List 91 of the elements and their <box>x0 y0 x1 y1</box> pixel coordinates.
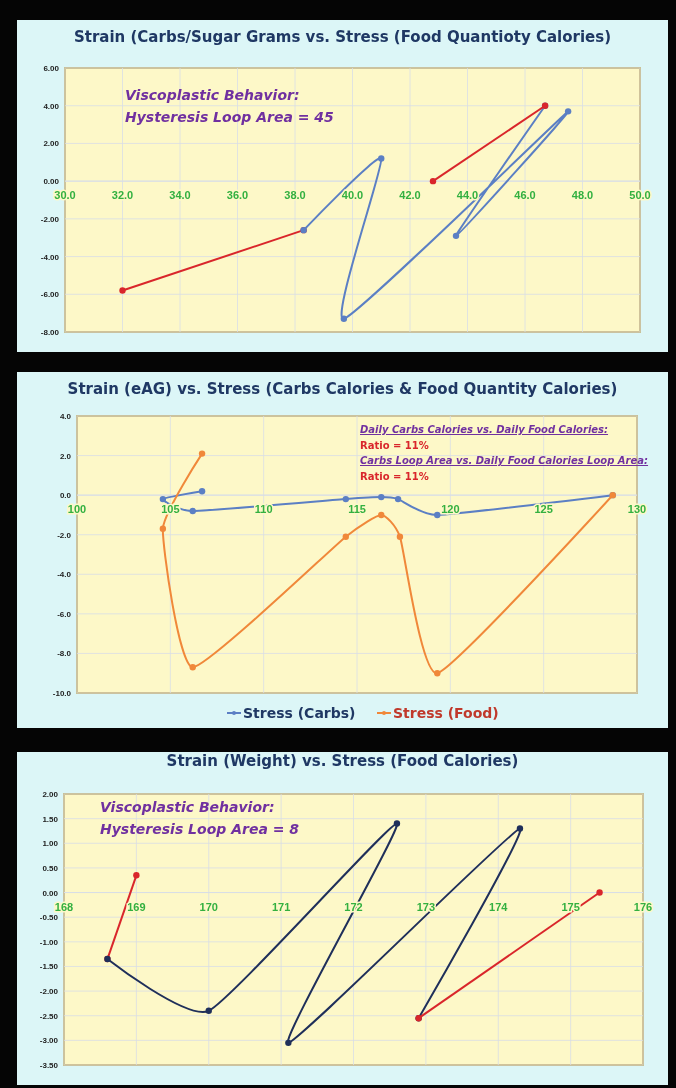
point <box>342 533 349 540</box>
y-tick-label: -2.0 <box>57 530 72 540</box>
y-tick-label: 0.0 <box>59 491 72 501</box>
x-tick-label: 46.0 <box>514 189 536 202</box>
point <box>396 533 404 540</box>
x-tick-label: 176 <box>633 900 653 913</box>
point <box>394 495 402 503</box>
x-tick-label: 32.0 <box>111 189 134 202</box>
y-tick-label: 2.00 <box>42 790 59 799</box>
x-tick-label: 50.0 <box>629 189 651 202</box>
point <box>596 889 603 896</box>
y-tick-label: 4.00 <box>43 101 60 111</box>
y-tick-label: 1.00 <box>42 839 59 849</box>
point <box>434 670 441 677</box>
point <box>285 1039 292 1047</box>
y-tick-label: -10.0 <box>52 689 72 698</box>
x-tick-label: 34.0 <box>169 189 191 202</box>
annotation: Hysteresis Loop Area = 8 <box>100 821 300 837</box>
x-tick-label: 30.0 <box>54 189 76 202</box>
legend-label: Stress (Food) <box>393 705 499 721</box>
point <box>516 825 524 832</box>
y-tick-label: -0.50 <box>39 913 59 923</box>
point <box>159 525 167 532</box>
x-tick-label: 173 <box>416 900 436 913</box>
point <box>198 450 206 457</box>
annotation: Carbs Loop Area vs. Daily Food Calories Loop Area: <box>360 455 649 466</box>
x-tick-label: 40.0 <box>341 189 364 202</box>
x-tick-label: 42.0 <box>399 189 421 202</box>
chart-title: Strain (eAG) vs. Stress (Carbs Calories & Food Quantity Calories) <box>67 380 618 398</box>
annotation: Ratio = 11% <box>360 439 429 451</box>
annotation: Ratio = 11% <box>360 470 429 482</box>
chart-title: Strain (Carbs/Sugar Grams vs. Stress (Food Quantioty Calories) <box>73 28 612 46</box>
x-tick-label: 168 <box>54 900 74 913</box>
point <box>119 287 126 294</box>
y-tick-label: -1.50 <box>39 962 59 972</box>
y-tick-label: 2.0 <box>59 451 72 461</box>
point <box>434 511 441 519</box>
y-tick-label: 0.50 <box>42 863 59 873</box>
point <box>564 108 572 115</box>
point <box>198 487 206 495</box>
annotation: Hysteresis Loop Area = 45 <box>125 109 335 125</box>
y-tick-label: 0.00 <box>42 888 59 898</box>
x-tick-label: 174 <box>489 900 509 913</box>
x-tick-label: 130 <box>627 503 647 516</box>
y-tick-label: 2.00 <box>43 139 60 149</box>
x-tick-label: 169 <box>127 900 146 913</box>
point <box>429 177 437 185</box>
x-tick-label: 48.0 <box>571 189 594 202</box>
point <box>378 155 385 162</box>
point <box>133 872 140 879</box>
y-tick-label: 0.00 <box>43 177 60 187</box>
point <box>452 232 460 240</box>
point <box>393 820 401 827</box>
x-tick-label: 175 <box>561 900 580 913</box>
y-tick-label: -4.00 <box>40 252 60 262</box>
y-tick-label: -8.0 <box>57 649 72 659</box>
y-tick-label: -4.0 <box>57 570 72 580</box>
y-tick-label: -8.00 <box>40 328 60 337</box>
point <box>189 507 196 515</box>
annotation: Viscoplastic Behavior: <box>125 87 300 103</box>
x-tick-label: 38.0 <box>284 189 306 202</box>
y-tick-label: -3.00 <box>39 1036 59 1046</box>
x-tick-label: 36.0 <box>226 189 249 202</box>
y-tick-label: 1.50 <box>42 814 59 824</box>
point <box>205 1007 212 1014</box>
point <box>189 664 196 671</box>
point <box>159 495 167 503</box>
x-tick-label: 170 <box>199 900 218 913</box>
y-tick-label: -1.00 <box>39 937 59 947</box>
x-tick-label: 44.0 <box>456 189 479 202</box>
y-tick-label: -3.50 <box>39 1061 59 1070</box>
legend-label: Stress (Carbs) <box>243 705 356 721</box>
point <box>340 315 348 322</box>
y-tick-label: -6.0 <box>57 609 72 619</box>
annotation: Daily Carbs Calories vs. Daily Food Calories: <box>360 424 609 435</box>
annotation: Viscoplastic Behavior: <box>100 799 275 815</box>
y-tick-label: 4.0 <box>59 412 72 421</box>
chart-title: Strain (Weight) vs. Stress (Food Calories) <box>166 752 519 770</box>
x-tick-label: 171 <box>271 900 291 913</box>
point <box>378 511 385 519</box>
point <box>342 495 349 503</box>
x-tick-label: 115 <box>348 503 366 516</box>
y-tick-label: -2.00 <box>40 214 60 224</box>
x-tick-label: 125 <box>534 503 553 516</box>
point <box>378 493 385 501</box>
y-tick-label: -2.50 <box>39 1011 59 1021</box>
y-tick-label: -6.00 <box>40 290 60 300</box>
x-tick-label: 100 <box>67 503 87 516</box>
y-tick-label: 6.00 <box>43 64 60 73</box>
x-tick-label: 120 <box>441 503 460 516</box>
y-tick-label: -2.00 <box>39 987 59 997</box>
